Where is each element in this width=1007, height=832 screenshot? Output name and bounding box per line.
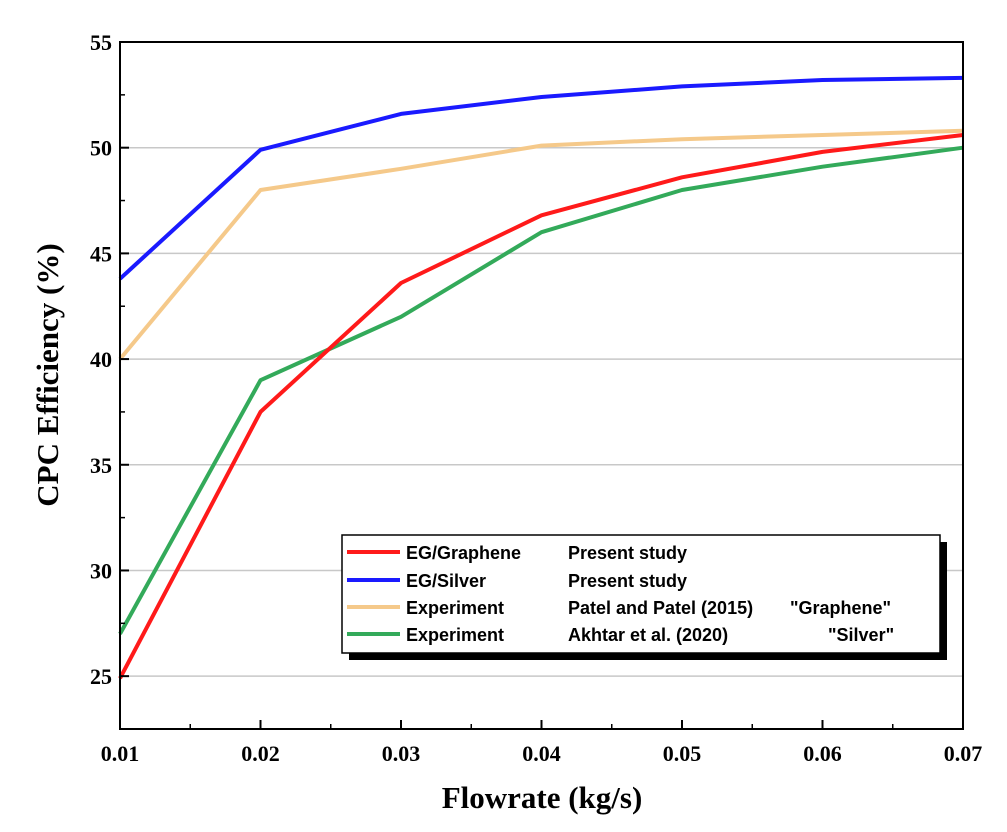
legend-note: "Silver" (828, 625, 894, 645)
series-line-1 (118, 133, 964, 680)
x-tick-label: 0.01 (101, 741, 140, 766)
y-tick-label: 50 (90, 136, 112, 161)
legend-label: Experiment (406, 625, 504, 645)
series-line-3 (118, 128, 964, 361)
legend-label: EG/Graphene (406, 543, 521, 563)
x-axis-title: Flowrate (kg/s) (442, 780, 643, 815)
axes: 25 30 35 40 45 50 55 0.01 0.02 0.03 0.04 0.05 0.06 0.… (90, 30, 982, 766)
y-tick-label: 55 (90, 30, 112, 55)
legend: EG/Graphene Present study EG/Silver Pres… (341, 534, 947, 660)
x-tick-label: 0.06 (803, 741, 842, 766)
legend-source: Patel and Patel (2015) (568, 598, 753, 618)
legend-box (341, 534, 941, 654)
legend-source: Present study (568, 571, 687, 591)
y-tick-label: 45 (90, 241, 112, 266)
y-tick-label: 40 (90, 347, 112, 372)
x-tick-label: 0.03 (382, 741, 421, 766)
y-tick-label: 35 (90, 453, 112, 478)
grid-lines (120, 146, 963, 677)
x-tick-label: 0.07 (944, 741, 983, 766)
y-axis-title: CPC Efficiency (%) (30, 243, 65, 506)
x-tick-label: 0.04 (522, 741, 561, 766)
y-tick-label: 25 (90, 664, 112, 689)
legend-label: EG/Silver (406, 571, 486, 591)
legend-source: Present study (568, 543, 687, 563)
series-line-2 (118, 75, 964, 281)
series-lines (118, 75, 964, 680)
legend-source: Akhtar et al. (2020) (568, 625, 728, 645)
y-tick-label: 30 (90, 558, 112, 583)
x-tick-label: 0.05 (663, 741, 702, 766)
legend-label: Experiment (406, 598, 504, 618)
x-tick-label: 0.02 (241, 741, 280, 766)
series-line-4 (118, 145, 964, 635)
legend-note: "Graphene" (790, 598, 891, 618)
